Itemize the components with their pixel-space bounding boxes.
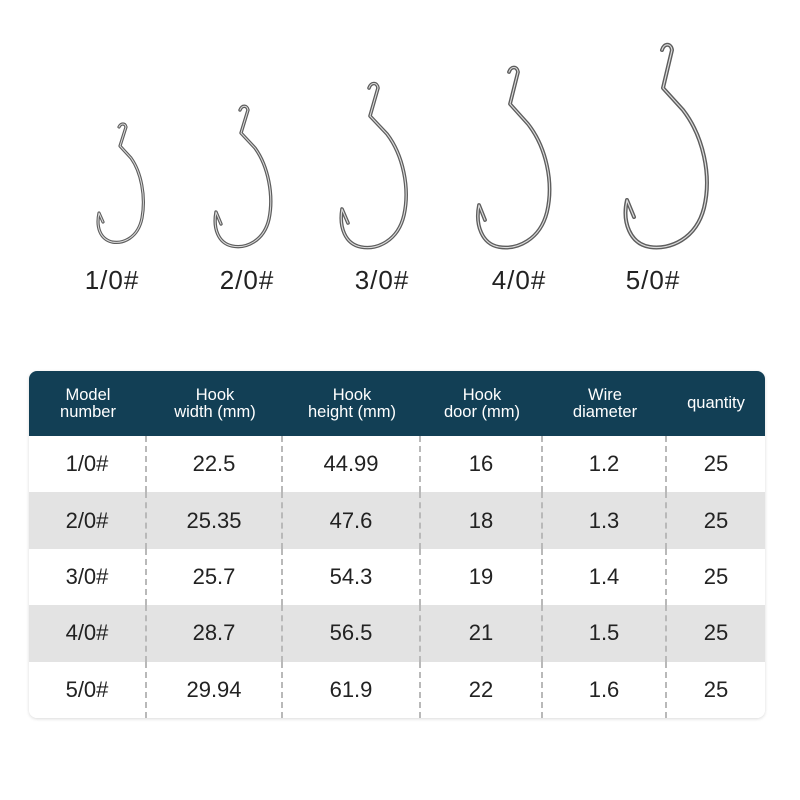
- table-cell: 1.5: [543, 605, 667, 662]
- column-header: quantity: [687, 394, 745, 412]
- table-cell: 47.6: [283, 492, 421, 549]
- table-cell: 25: [703, 620, 729, 646]
- table-cell: 28.7: [147, 605, 283, 662]
- table-cell: 3/0#: [29, 548, 147, 606]
- table-cell: 4/0#: [29, 605, 147, 662]
- table-cell: 18: [421, 492, 543, 549]
- hook-size-label: 5/0#: [625, 265, 681, 295]
- table-cell: 21: [421, 605, 543, 662]
- column-header: Hook width (mm): [174, 385, 256, 421]
- column-header: Hook door (mm): [443, 385, 521, 421]
- table-cell: 5/0#: [29, 661, 147, 718]
- table-cell: 25: [703, 451, 729, 477]
- table-cell: 22: [421, 661, 543, 718]
- table-cell: 19: [421, 548, 543, 606]
- table-row: 3/0# 25.7 54.3 19 1.4 25: [29, 548, 765, 606]
- table-row: 4/0# 28.7 56.5 21 1.5 25: [29, 605, 765, 662]
- table-cell: 16: [421, 436, 543, 493]
- table-cell: 25.7: [147, 548, 283, 606]
- table-cell: 2/0#: [29, 492, 147, 549]
- table-cell: 1.3: [543, 492, 667, 549]
- hook-2-0-image: [213, 104, 273, 249]
- hook-3-0-image: [339, 81, 408, 250]
- table-cell: 56.5: [283, 605, 421, 662]
- table-cell: 1.4: [543, 548, 667, 606]
- table-cell: 25: [703, 507, 729, 533]
- column-header: Hook height (mm): [307, 385, 397, 421]
- hook-size-illustrations: 1/0# 2/0# 3/0# 4/0# 5/0#: [0, 0, 800, 330]
- table-cell: 54.3: [283, 548, 421, 606]
- table-cell: 29.94: [147, 661, 283, 718]
- hook-4-0-image: [476, 65, 552, 250]
- table-cell: 1.2: [543, 436, 667, 493]
- column-header: Model number: [60, 385, 116, 421]
- table-row: 1/0# 22.5 44.99 16 1.2 25: [29, 436, 765, 493]
- hook-size-label: 3/0#: [354, 265, 410, 295]
- hook-size-label: 1/0#: [84, 265, 140, 295]
- hook-5-0-image: [623, 42, 709, 250]
- table-cell: 25: [703, 676, 729, 702]
- table-row: 5/0# 29.94 61.9 22 1.6 25: [29, 661, 765, 718]
- table-cell: 25.35: [147, 492, 283, 549]
- table-cell: 61.9: [283, 661, 421, 718]
- hook-1-0-image: [96, 122, 145, 244]
- hook-spec-table: Model number Hook width (mm) Hook height…: [29, 371, 765, 718]
- table-cell: 22.5: [147, 436, 283, 493]
- hook-size-label: 2/0#: [219, 265, 275, 295]
- column-header: Wire diameter: [572, 385, 638, 421]
- table-row: 2/0# 25.35 47.6 18 1.3 25: [29, 492, 765, 549]
- hook-size-label: 4/0#: [491, 265, 547, 295]
- table-cell: 1/0#: [29, 436, 147, 493]
- table-cell: 25: [703, 563, 729, 589]
- table-header: Model number Hook width (mm) Hook height…: [29, 371, 765, 436]
- table-cell: 44.99: [283, 436, 421, 493]
- table-cell: 1.6: [543, 661, 667, 718]
